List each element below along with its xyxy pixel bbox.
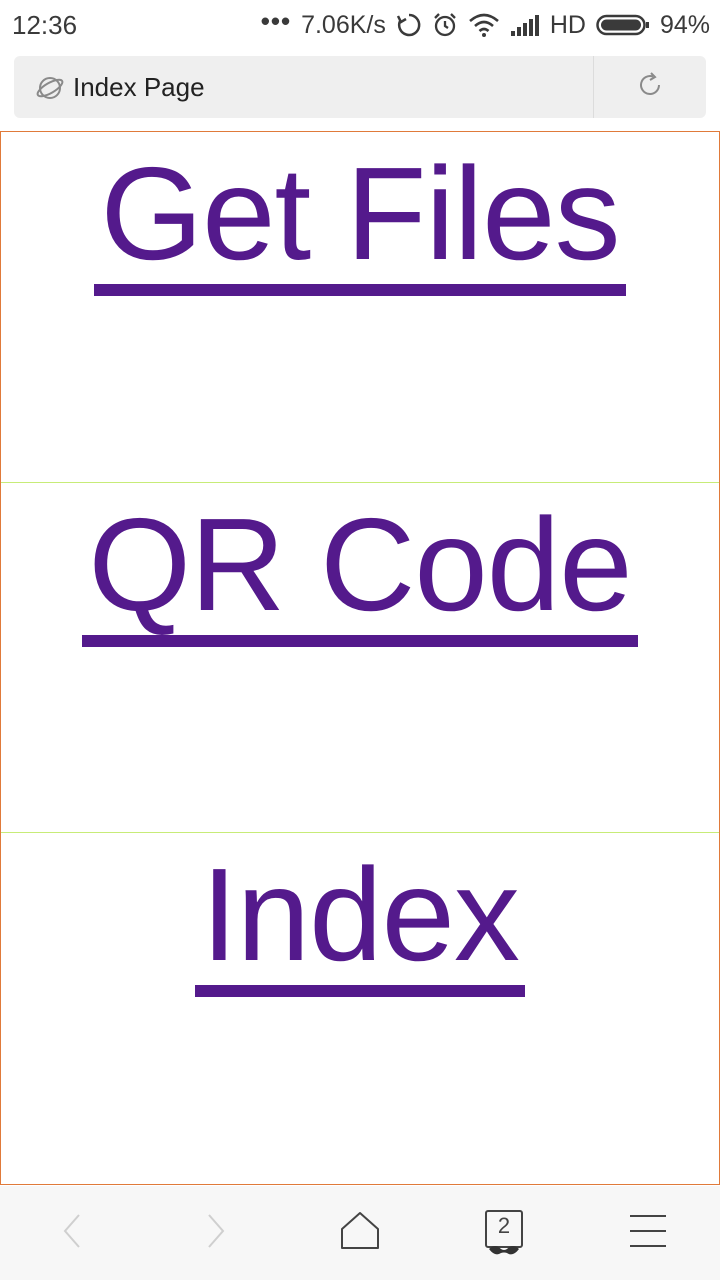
- wifi-icon: [468, 12, 500, 38]
- signal-icon: [510, 13, 540, 37]
- forward-icon: [201, 1211, 231, 1256]
- status-bar: 12:36 ••• 7.06K/s HD 94%: [0, 0, 720, 50]
- globe-icon: [36, 74, 64, 102]
- bottom-nav: 2: [0, 1186, 720, 1280]
- address-bar[interactable]: Index Page: [14, 56, 706, 118]
- link-section-index: Index: [1, 832, 719, 1183]
- tabs-icon: 2: [483, 1209, 525, 1257]
- battery-icon: [596, 13, 650, 37]
- link-section-get-files: Get Files: [1, 132, 719, 482]
- reload-button[interactable]: [594, 56, 706, 118]
- back-button[interactable]: [0, 1186, 144, 1280]
- status-icons: ••• 7.06K/s HD 94%: [260, 5, 710, 42]
- get-files-link[interactable]: Get Files: [94, 144, 626, 296]
- qr-code-link[interactable]: QR Code: [82, 495, 638, 647]
- battery-percent: 94%: [659, 10, 710, 39]
- more-dots-icon: •••: [260, 5, 292, 36]
- network-speed: 7.06K/s: [301, 10, 386, 39]
- web-page: Get Files QR Code Index: [0, 131, 720, 1185]
- sync-icon: [396, 12, 422, 38]
- address-divider: [593, 56, 594, 118]
- home-button[interactable]: [288, 1186, 432, 1280]
- link-section-qr-code: QR Code: [1, 482, 719, 833]
- forward-button[interactable]: [144, 1186, 288, 1280]
- status-time: 12:36: [12, 10, 78, 40]
- page-title[interactable]: Index Page: [73, 72, 205, 102]
- tab-count: 2: [497, 1213, 511, 1238]
- tabs-button[interactable]: 2: [432, 1186, 576, 1280]
- menu-icon: [628, 1213, 668, 1254]
- back-icon: [57, 1211, 87, 1256]
- home-icon: [339, 1210, 381, 1257]
- reload-icon: [636, 71, 664, 104]
- alarm-icon: [432, 12, 458, 38]
- index-link[interactable]: Index: [195, 845, 525, 997]
- menu-button[interactable]: [576, 1186, 720, 1280]
- network-type: HD: [549, 10, 586, 39]
